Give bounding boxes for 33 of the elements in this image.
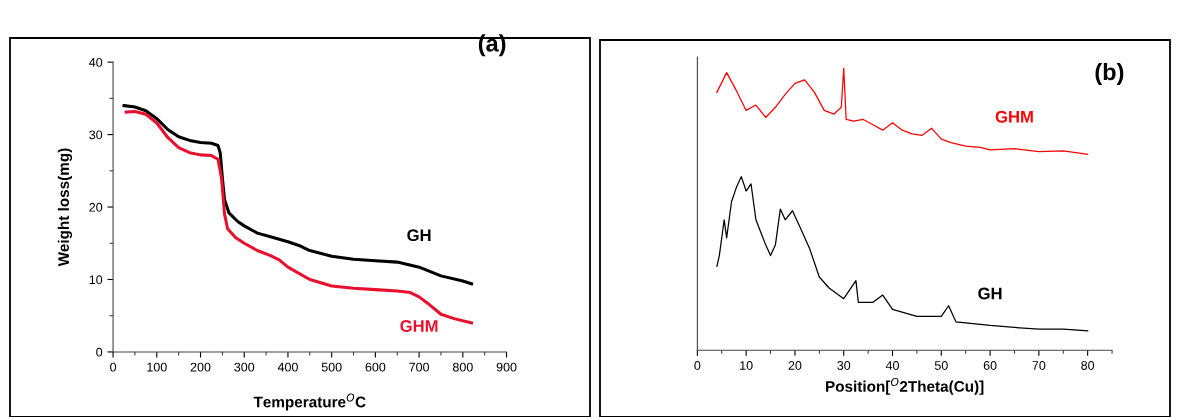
x-tick-label: 80 [1081,361,1095,370]
y-axis-title: Weight loss(mg) [57,148,73,267]
series-label: GHM [400,320,438,332]
y-tick-label: 20 [89,202,103,212]
x-tick-label: 900 [496,362,517,372]
y-tick-label: 10 [89,275,103,285]
x-tick-label: 200 [190,362,211,372]
x-tick-label: 20 [788,361,802,370]
series-label: GH [978,287,1002,300]
x-tick-label: 800 [452,362,473,372]
series-label: GHM [995,110,1033,123]
x-axis-title: Position[$^{O}$2Theta(Cu)] [826,377,984,395]
x-tick-label: 60 [983,361,997,370]
x-tick-label: 0 [694,361,701,370]
x-tick-label: 400 [277,362,298,372]
x-tick-label: 100 [147,362,167,372]
x-tick-label: 70 [1032,361,1046,370]
x-tick-label: 600 [365,362,386,372]
y-tick-label: 0 [96,347,103,357]
x-tick-label: 30 [837,361,851,370]
x-tick-label: 500 [321,362,342,372]
x-axis-title: Temperature$^{O}$C [253,393,366,411]
x-tick-label: 0 [110,362,117,372]
chart-title: (b) [1095,62,1124,85]
x-tick-label: 10 [740,361,753,370]
line-series [122,104,474,286]
series-label: GH [407,229,431,242]
x-tick-label: 50 [934,361,948,370]
x-tick-label: 300 [234,362,255,372]
y-tick-label: 30 [89,130,103,140]
y-tick-label: 40 [89,57,103,67]
x-tick-label: 700 [409,362,430,372]
x-tick-label: 40 [885,361,899,370]
